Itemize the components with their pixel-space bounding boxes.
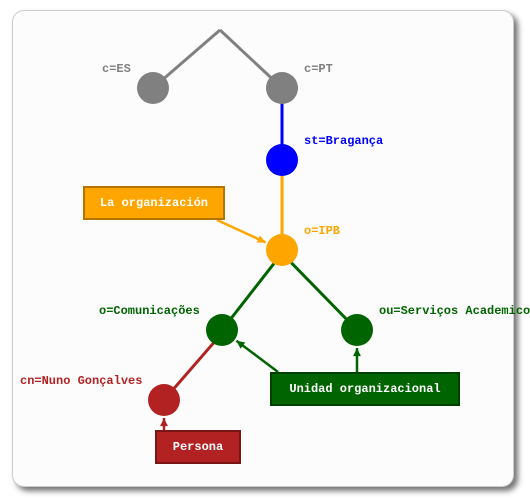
annotation-box-org: La organización <box>83 186 225 220</box>
diagram-svg <box>0 0 530 501</box>
node-label-o: o=IPB <box>304 224 340 238</box>
node-label-st: st=Bragança <box>304 134 383 148</box>
node-label-cn: cn=Nuno Gonçalves <box>20 374 142 388</box>
node-label-ou2: ou=Serviços Academicos <box>379 304 530 318</box>
node-label-ou1: o=Comunicações <box>99 304 200 318</box>
diagram-frame: c=ES c=PT st=Bragança o=IPB o=Comunicações ou… <box>0 0 530 501</box>
node-label-es: c=ES <box>102 62 131 76</box>
annotation-box-unit: Unidad organizacional <box>270 372 460 406</box>
annotation-box-pers: Persona <box>155 430 241 464</box>
node-label-pt: c=PT <box>304 62 333 76</box>
